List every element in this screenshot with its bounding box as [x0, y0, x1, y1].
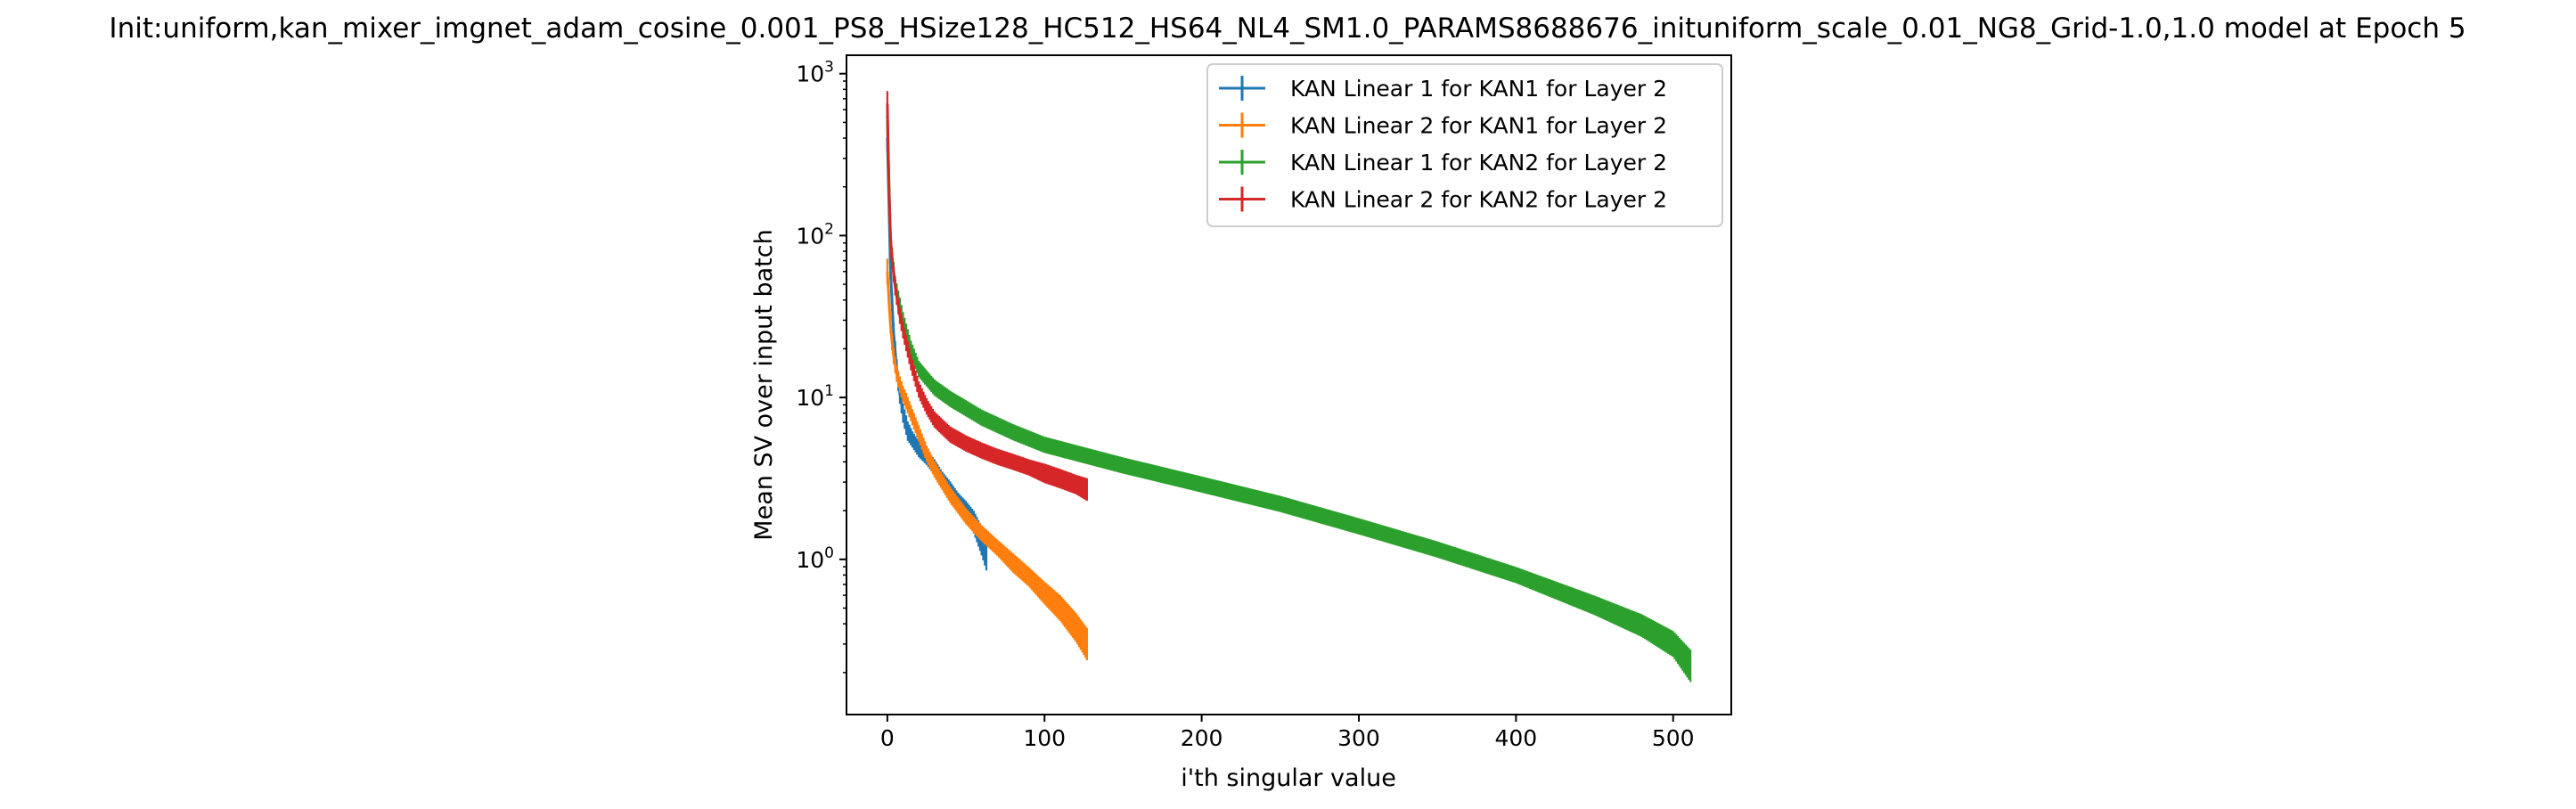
series-line: [886, 115, 1692, 667]
y-axis-label: Mean SV over input batch: [750, 229, 778, 540]
y-axis-ticks: 100 101 102 103: [796, 59, 846, 674]
plot-area: [886, 91, 1692, 682]
x-tick-label: 200: [1181, 725, 1223, 751]
legend-label: KAN Linear 1 for KAN1 for Layer 2: [1290, 76, 1667, 102]
x-tick-label: 400: [1495, 725, 1538, 751]
legend-label: KAN Linear 2 for KAN1 for Layer 2: [1290, 113, 1667, 139]
legend-item-2: KAN Linear 2 for KAN1 for Layer 2: [1219, 112, 1667, 139]
axes-frame: [846, 54, 1732, 715]
legend-item-4: KAN Linear 2 for KAN2 for Layer 2: [1219, 186, 1667, 213]
x-tick-label: 300: [1337, 725, 1380, 751]
y-tick-label: 101: [796, 382, 834, 411]
y-tick-label: 103: [796, 59, 834, 87]
y-tick-label: 100: [796, 544, 834, 573]
x-tick-label: 500: [1652, 725, 1695, 751]
series-line: [886, 271, 1089, 645]
x-tick-label: 100: [1023, 725, 1066, 751]
legend-item-1: KAN Linear 1 for KAN1 for Layer 2: [1219, 76, 1667, 102]
series-line: [886, 103, 1088, 491]
legend-label: KAN Linear 1 for KAN2 for Layer 2: [1290, 150, 1667, 176]
legend: KAN Linear 1 for KAN1 for Layer 2 KAN Lin…: [1206, 63, 1723, 227]
legend-box: [1206, 63, 1723, 227]
y-tick-label: 102: [796, 220, 834, 249]
series-3: [886, 102, 1692, 682]
series-2: [886, 258, 1089, 660]
legend-label: KAN Linear 2 for KAN2 for Layer 2: [1290, 187, 1667, 213]
x-tick-label: 0: [880, 725, 895, 751]
chart-title: Init:uniform,kan_mixer_imgnet_adam_cosin…: [109, 12, 2466, 45]
x-axis-label: i'th singular value: [1181, 764, 1396, 792]
x-axis-ticks: 0 100 200 300 400 500: [880, 715, 1695, 751]
series-4: [886, 91, 1088, 502]
legend-item-3: KAN Linear 1 for KAN2 for Layer 2: [1219, 150, 1667, 176]
